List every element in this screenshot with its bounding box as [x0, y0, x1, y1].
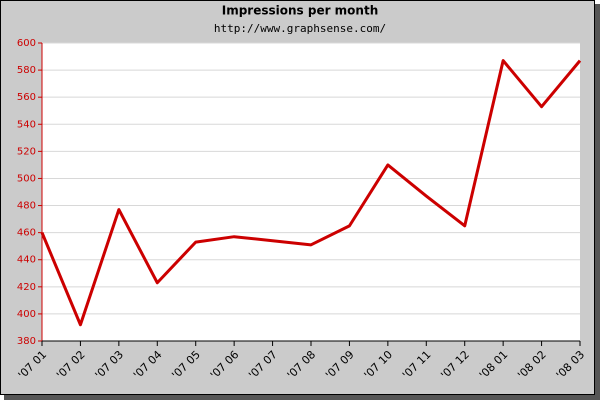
y-tick-label: 460: [17, 228, 36, 239]
plot-area: [42, 43, 580, 341]
chart-subtitle: http://www.graphsense.com/: [214, 22, 386, 35]
y-tick-label: 420: [17, 282, 36, 293]
y-tick-label: 600: [17, 38, 36, 49]
y-tick-label: 580: [17, 65, 36, 76]
y-tick-label: 560: [17, 92, 36, 103]
y-tick-label: 400: [17, 309, 36, 320]
chart-title: Impressions per month: [222, 4, 379, 18]
y-tick-label: 500: [17, 173, 36, 184]
y-tick-label: 440: [17, 255, 36, 266]
y-tick-label: 480: [17, 201, 36, 212]
y-tick-label: 540: [17, 119, 36, 130]
y-tick-label: 520: [17, 146, 36, 157]
y-tick-label: 380: [17, 336, 36, 347]
data-line: [40, 59, 582, 327]
